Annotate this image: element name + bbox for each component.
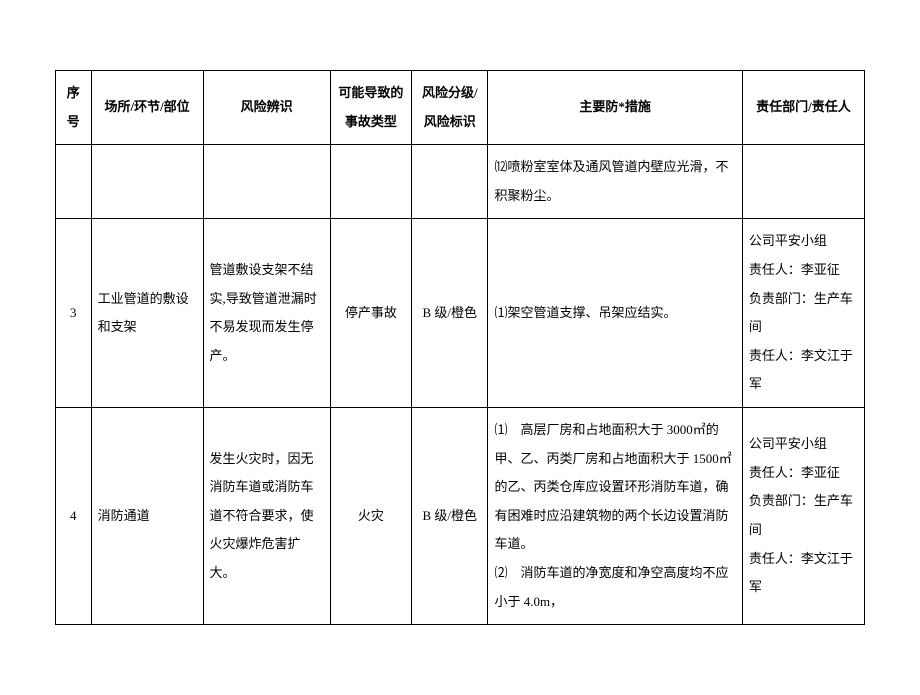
- responsible-line: 负责部门：生产车间: [749, 285, 858, 342]
- responsible-line: 责任人：李亚征: [749, 459, 858, 488]
- cell-responsible: 公司平安小组 责任人：李亚征 负责部门：生产车间 责任人：李文江于军: [742, 407, 864, 624]
- cell-risk-id: 发生火灾时，因无消防车道或消防车道不符合要求，使火灾爆炸危害扩大。: [203, 407, 330, 624]
- cell-risk-id: [203, 145, 330, 219]
- responsible-line: 责任人：李亚征: [749, 256, 858, 285]
- cell-accident-type: [330, 145, 411, 219]
- responsible-line: 责任人：李文江于军: [749, 545, 858, 602]
- cell-measures: ⑴ 高层厂房和占地面积大于 3000㎡的甲、乙、丙类厂房和占地面积大于 1500…: [488, 407, 742, 624]
- cell-accident-type: 停产事故: [330, 219, 411, 408]
- cell-place: [91, 145, 203, 219]
- cell-risk-level: B 级/橙色: [412, 219, 488, 408]
- cell-measures: ⑿喷粉室室体及通风管道内壁应光滑，不积聚粉尘。: [488, 145, 742, 219]
- cell-responsible: [742, 145, 864, 219]
- table-row: ⑿喷粉室室体及通风管道内壁应光滑，不积聚粉尘。: [56, 145, 865, 219]
- responsible-line: 公司平安小组: [749, 430, 858, 459]
- header-risk-id: 风险辨识: [203, 71, 330, 145]
- cell-risk-level: [412, 145, 488, 219]
- table-row: 3 工业管道的敷设和支架 管道敷设支架不结实,导致管道泄漏时不易发现而发生停产。…: [56, 219, 865, 408]
- header-accident-type: 可能导致的事故类型: [330, 71, 411, 145]
- cell-seq: 3: [56, 219, 92, 408]
- cell-risk-level: B 级/橙色: [412, 407, 488, 624]
- cell-seq: [56, 145, 92, 219]
- cell-measures: ⑴架空管道支撑、吊架应结实。: [488, 219, 742, 408]
- table-row: 4 消防通道 发生火灾时，因无消防车道或消防车道不符合要求，使火灾爆炸危害扩大。…: [56, 407, 865, 624]
- cell-risk-id: 管道敷设支架不结实,导致管道泄漏时不易发现而发生停产。: [203, 219, 330, 408]
- risk-assessment-table: 序号 场所/环节/部位 风险辨识 可能导致的事故类型 风险分级/风险标识 主要防…: [55, 70, 865, 625]
- header-seq: 序号: [56, 71, 92, 145]
- measure-line: ⑴ 高层厂房和占地面积大于 3000㎡的甲、乙、丙类厂房和占地面积大于 1500…: [494, 416, 735, 559]
- cell-responsible: 公司平安小组 责任人：李亚征 负责部门：生产车间 责任人：李文江于军: [742, 219, 864, 408]
- responsible-line: 责任人：李文江于军: [749, 342, 858, 399]
- header-measures: 主要防*措施: [488, 71, 742, 145]
- cell-place: 工业管道的敷设和支架: [91, 219, 203, 408]
- cell-place: 消防通道: [91, 407, 203, 624]
- responsible-line: 负责部门：生产车间: [749, 487, 858, 544]
- table-header-row: 序号 场所/环节/部位 风险辨识 可能导致的事故类型 风险分级/风险标识 主要防…: [56, 71, 865, 145]
- responsible-line: 公司平安小组: [749, 227, 858, 256]
- header-place: 场所/环节/部位: [91, 71, 203, 145]
- header-responsible: 责任部门/责任人: [742, 71, 864, 145]
- cell-accident-type: 火灾: [330, 407, 411, 624]
- measure-line: ⑵ 消防车道的净宽度和净空高度均不应小于 4.0m，: [494, 559, 735, 616]
- cell-seq: 4: [56, 407, 92, 624]
- header-risk-level: 风险分级/风险标识: [412, 71, 488, 145]
